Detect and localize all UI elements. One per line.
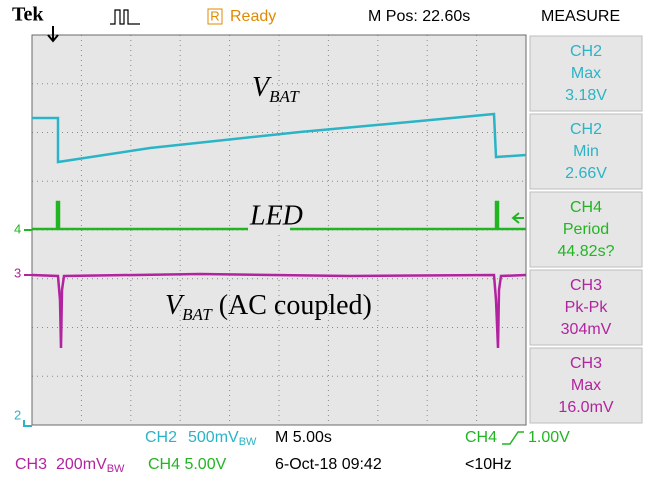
measure-label: Pk-Pk [565, 299, 609, 316]
channel-marker: 2 [14, 407, 21, 422]
ch2-trace [32, 112, 527, 164]
v: V [165, 290, 185, 321]
vbat-label: VBAT [252, 72, 300, 105]
bw: BW [107, 463, 125, 475]
measure-label: Max [571, 65, 601, 82]
sub: BAT [182, 305, 213, 324]
measure-box [529, 347, 643, 424]
measure-label: Min [573, 143, 599, 160]
freq: <10Hz [465, 456, 512, 473]
measure-box [529, 113, 643, 190]
measure-value: 16.0mV [558, 399, 613, 416]
ch4-scale: CH4 5.00V [148, 456, 227, 473]
status: Ready [230, 8, 276, 25]
channel-marker: 4 [14, 221, 21, 236]
trigger-level-arrow [511, 212, 524, 224]
ch2-scale: 500mVBW [188, 429, 257, 448]
status-icon-box [207, 8, 223, 25]
channel-marker: 3 [14, 265, 21, 280]
measure-value: 3.18V [565, 87, 607, 104]
rest: (AC coupled) [212, 290, 372, 321]
measure-channel: CH2 [570, 121, 602, 138]
v: V [252, 72, 272, 103]
date: 6-Oct-18 09:42 [275, 456, 382, 473]
timebase: M 5.00s [275, 429, 332, 446]
trig-slope [502, 431, 524, 445]
measure-channel: CH4 [570, 199, 602, 216]
ch2: CH2 [145, 429, 177, 446]
ch3-trace [31, 272, 527, 349]
scale: 200mV [56, 456, 107, 473]
measure-box [529, 191, 643, 268]
bw: BW [239, 436, 257, 448]
status-icon: R [210, 8, 219, 23]
brand: Tek [12, 4, 44, 26]
trigger-pos-arrow [47, 26, 59, 43]
measure-value: 2.66V [565, 165, 607, 182]
measure-value: 44.82s? [558, 243, 615, 260]
label-bg [248, 205, 290, 233]
scale: 500mV [188, 429, 239, 446]
position: M Pos: 22.60s [368, 8, 470, 25]
trig-ch: CH4 [465, 429, 497, 446]
measure-box [529, 35, 643, 112]
panel-title: MEASURE [541, 8, 620, 25]
measure-panel: CH2 Max 3.18V CH2 Min 2.66V CH4 Period 44.82s? CH… [529, 35, 643, 424]
measure-channel: CH3 [570, 277, 602, 294]
vbat-ac-label: VBAT (AC coupled) [165, 290, 372, 323]
measure-label: Period [563, 221, 609, 238]
ch3: CH3 [15, 456, 47, 473]
acq-icon [110, 9, 140, 25]
led-label: LED [249, 200, 303, 231]
ch3-scale: 200mVBW [56, 456, 125, 475]
measure-channel: CH3 [570, 355, 602, 372]
trig-level: 1.00V [528, 429, 570, 446]
measure-label: Max [571, 377, 601, 394]
measure-channel: CH2 [570, 43, 602, 60]
sub: BAT [269, 87, 300, 106]
measure-value: 304mV [561, 321, 612, 338]
marker-tick [23, 420, 32, 427]
measure-box [529, 269, 643, 346]
